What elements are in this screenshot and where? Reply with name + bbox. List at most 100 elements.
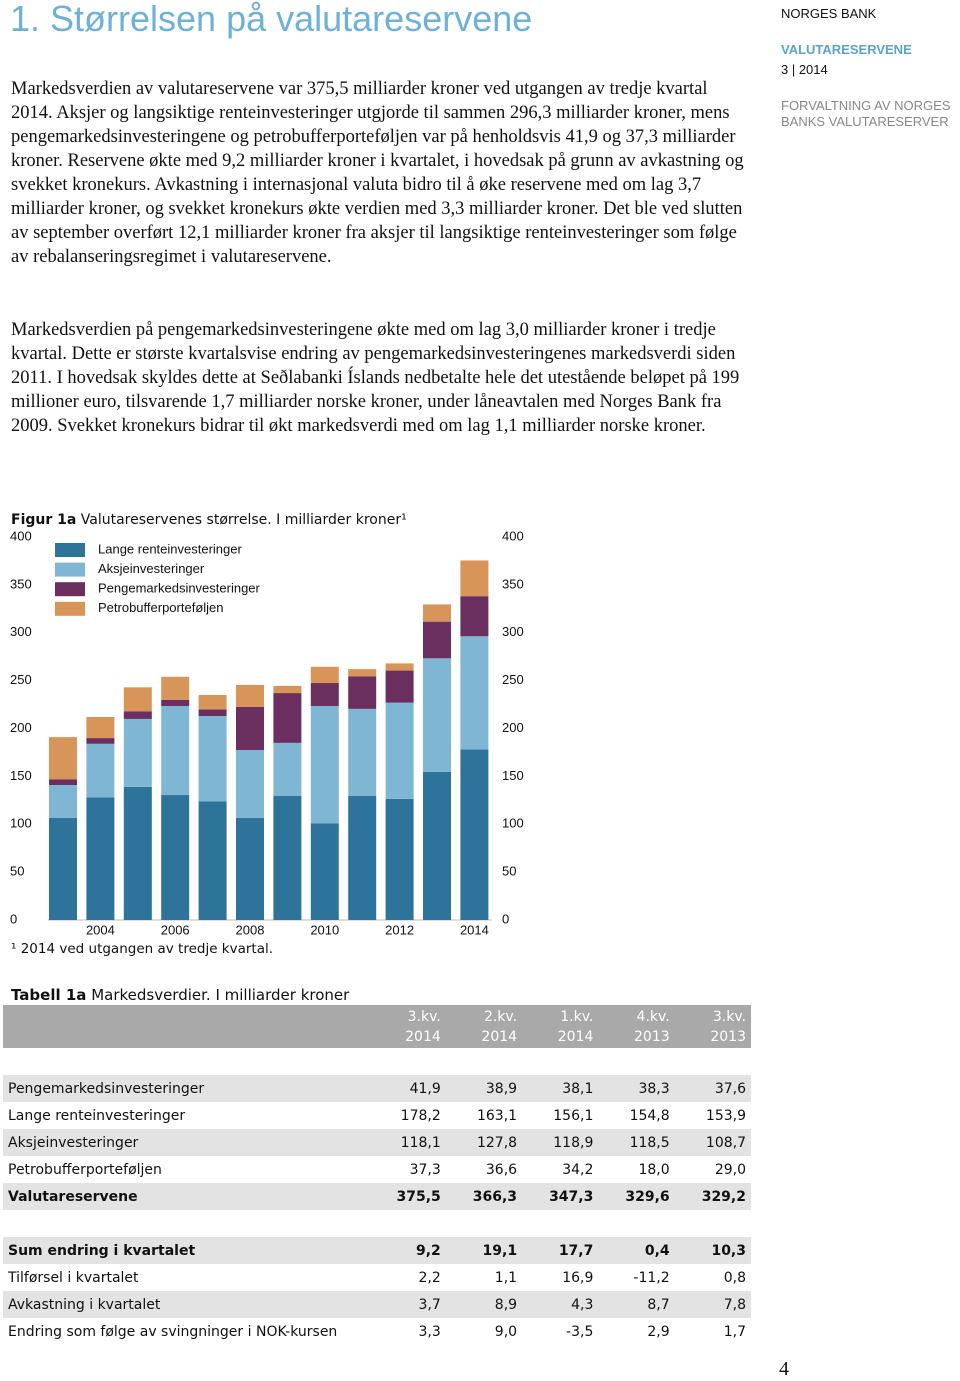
cell-value: 156,1 bbox=[553, 1107, 594, 1124]
bar-segment bbox=[310, 683, 339, 706]
cell-value: 34,2 bbox=[562, 1161, 594, 1178]
footnote: ¹ 2014 ved utgangen av tredje kvartal. bbox=[11, 941, 274, 957]
bar-segment bbox=[460, 596, 489, 637]
table-row: Valutareservene 375,5 366,3 347,3 329,6 329,2 bbox=[3, 1183, 751, 1210]
bar-segment bbox=[49, 784, 77, 819]
y2-tick-label: 150 bbox=[502, 768, 524, 783]
bar-segment bbox=[161, 705, 190, 796]
report-subtitle: FORVALTNING AV NORGES BANKS VALUTARESERV… bbox=[781, 98, 951, 129]
y-tick-label: 100 bbox=[10, 816, 32, 831]
bar-segment bbox=[423, 621, 451, 659]
cell-value: 118,5 bbox=[598, 1129, 675, 1156]
bar-segment bbox=[423, 604, 451, 622]
cell-value: 8,9 bbox=[445, 1291, 523, 1318]
legend-swatch bbox=[55, 562, 85, 577]
bar-segment bbox=[161, 676, 190, 700]
cell-value: 375,5 bbox=[369, 1183, 446, 1210]
issue: 3 | 2014 bbox=[781, 62, 828, 77]
row-label: Valutareservene bbox=[3, 1183, 370, 1210]
cell-value: 127,8 bbox=[445, 1129, 523, 1156]
cell-value: 153,9 bbox=[705, 1107, 746, 1124]
cell-value: 37,3 bbox=[409, 1161, 441, 1178]
header-line: 3.kv. bbox=[407, 1008, 441, 1025]
table-label: Tabell 1a bbox=[11, 986, 87, 1004]
table-title: Markedsverdier. I milliarder kroner bbox=[91, 986, 350, 1004]
x-tick-label: 2004 bbox=[86, 922, 115, 937]
x-tick-label: 2008 bbox=[236, 922, 265, 937]
bar-segment bbox=[423, 658, 451, 772]
y2-tick-label: 50 bbox=[502, 864, 516, 879]
cell-value: 2,9 bbox=[647, 1323, 670, 1340]
cell-value: 9,0 bbox=[494, 1323, 518, 1340]
cell-value: 38,3 bbox=[598, 1075, 675, 1102]
bar-segment bbox=[123, 711, 152, 719]
header-line: 2014 bbox=[557, 1028, 594, 1045]
bar-segment bbox=[348, 708, 377, 797]
row-label: Pengemarkedsinvesteringer bbox=[3, 1075, 370, 1102]
bar-segment bbox=[460, 560, 489, 597]
cell-value: 10,3 bbox=[674, 1237, 751, 1264]
header-cell: 3.kv. 2014 bbox=[369, 1005, 446, 1048]
cell-value: 4,3 bbox=[522, 1291, 599, 1318]
table-row: Pengemarkedsinvesteringer 41,9 38,9 38,1 38,… bbox=[3, 1075, 751, 1102]
header-cell: 2.kv. 2014 bbox=[445, 1005, 523, 1048]
bar-segment bbox=[348, 669, 377, 677]
legend-swatch bbox=[55, 543, 85, 557]
cell-value: 1,7 bbox=[723, 1323, 746, 1340]
y-tick-label: 0 bbox=[10, 911, 17, 926]
page-title: 1. Størrelsen på valutareservene bbox=[10, 0, 533, 39]
cell-value: 7,8 bbox=[674, 1291, 751, 1318]
legend-swatch bbox=[55, 582, 85, 597]
header-cell: 1.kv. 2014 bbox=[522, 1005, 599, 1048]
cell-value: 2,2 bbox=[418, 1269, 441, 1286]
spacer-row bbox=[3, 1048, 751, 1075]
y-tick-label: 400 bbox=[10, 530, 32, 543]
bar-segment bbox=[310, 705, 339, 824]
report-name: VALUTARESERVENE bbox=[781, 42, 912, 57]
y-tick-label: 250 bbox=[10, 672, 32, 687]
bar-segment bbox=[460, 636, 489, 750]
table-row: Aksjeinvesteringer 118,1 127,8 118,9 118,5 10… bbox=[3, 1129, 751, 1156]
cell-value: 17,7 bbox=[522, 1237, 599, 1264]
table-row: Petrobufferporteføljen 37,3 36,6 34,2 18,0 29… bbox=[3, 1156, 751, 1183]
y2-tick-label: 250 bbox=[502, 672, 524, 687]
legend-swatch bbox=[55, 601, 85, 616]
row-label: Avkastning i kvartalet bbox=[3, 1291, 370, 1318]
cell-value: 118,1 bbox=[369, 1129, 446, 1156]
spacer bbox=[3, 1210, 751, 1237]
spacer-row bbox=[3, 1210, 751, 1237]
cell-value: 329,2 bbox=[674, 1183, 751, 1210]
bar-segment bbox=[161, 699, 190, 706]
bar-segment bbox=[385, 663, 414, 671]
cell-value: 0,4 bbox=[598, 1237, 675, 1264]
spacer bbox=[3, 1048, 751, 1075]
x-tick-label: 2014 bbox=[460, 922, 489, 937]
y2-tick-label: 0 bbox=[502, 911, 509, 926]
table-row: Sum endring i kvartalet 9,2 19,1 17,7 0,4 10,… bbox=[3, 1237, 751, 1264]
x-tick-label: 2010 bbox=[310, 922, 339, 937]
bar-segment bbox=[86, 738, 115, 744]
bar-segment bbox=[236, 684, 264, 707]
bar-segment bbox=[385, 670, 414, 703]
cell-value: 16,9 bbox=[562, 1269, 594, 1286]
legend-label: Aksjeinvesteringer bbox=[98, 561, 205, 576]
y-tick-label: 300 bbox=[10, 624, 32, 639]
y-tick-label: 50 bbox=[10, 864, 24, 879]
bar-segment bbox=[310, 666, 339, 684]
figure-caption: Figur 1a Valutareservenes størrelse. I m… bbox=[11, 512, 407, 528]
cell-value: 29,0 bbox=[714, 1161, 746, 1178]
paragraph: Markedsverdien av valutareservene var 37… bbox=[11, 79, 744, 267]
bar-segment bbox=[198, 716, 227, 802]
bar-segment bbox=[49, 779, 77, 785]
bar-segment bbox=[123, 786, 152, 920]
row-label: Aksjeinvesteringer bbox=[3, 1129, 370, 1156]
cell-value: 9,2 bbox=[369, 1237, 446, 1264]
header-line: 2014 bbox=[481, 1028, 518, 1045]
table-row: Tilførsel i kvartalet 2,2 1,1 16,9 -11,2 0,8 bbox=[3, 1264, 751, 1291]
chart: 0 0 50 50 100 100 150 150 200 200 250 250 300 300 350 3… bbox=[10, 530, 524, 937]
bar-segment bbox=[348, 796, 377, 920]
bar-segment bbox=[49, 737, 77, 780]
bar-segment bbox=[198, 709, 227, 717]
y-tick-label: 350 bbox=[10, 576, 32, 591]
table-row: Endring som følge av svingninger i NOK-k… bbox=[3, 1318, 751, 1345]
